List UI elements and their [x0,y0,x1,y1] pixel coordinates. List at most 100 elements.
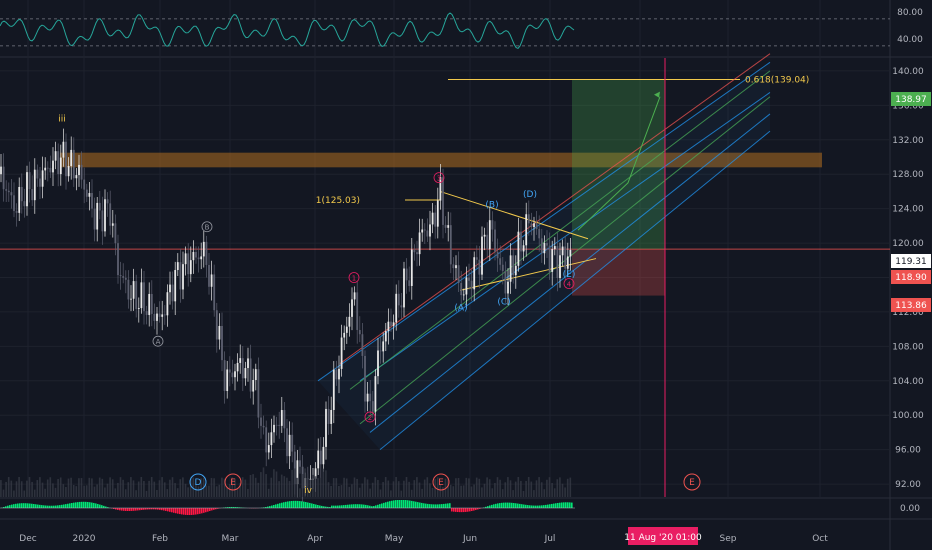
price-tick-label: 120.00 [892,239,924,249]
macd-bar [91,502,93,508]
candle-body [540,238,543,254]
price-badge-label: 138.97 [895,95,927,105]
candle-body [234,371,236,378]
macd-bar [407,500,409,508]
macd-bar [345,504,347,508]
candle-body [65,141,67,177]
macd-bar [201,508,203,514]
macd-bar [173,508,175,513]
candle-body [52,160,54,173]
volume-bar [101,478,104,497]
candle-body [405,268,408,281]
candle-body [171,284,174,302]
candles-layer[interactable] [0,128,572,503]
candle-body [252,379,255,392]
volume-bar [296,477,299,497]
macd-bar [403,500,405,508]
volume-bar [566,478,569,497]
candle-body [559,255,561,278]
candle-body [293,451,296,485]
volume-bar [109,477,111,497]
volume-bar [533,490,535,497]
wave-label: 1 [352,275,356,283]
candle-body [408,280,411,286]
volume-bar [356,478,358,497]
candle-body [62,141,65,158]
volume-bar [111,479,114,497]
macd-bar [367,505,369,508]
volume-bar [410,489,413,497]
macd-bar [331,505,333,508]
candle-body [158,313,161,317]
candle-body [322,446,325,465]
volume-bar [140,477,143,497]
macd-bar [301,501,303,508]
macd-bar [309,502,311,508]
macd-bar [97,503,99,508]
candle-body [403,268,405,308]
candle-body [494,229,496,252]
volume-bar [85,485,88,497]
macd-bar [487,506,489,508]
volume-bar [382,482,384,497]
volume-bar [343,477,345,497]
macd-bar [469,508,471,512]
macd-panel[interactable] [0,500,575,516]
volume-bar [364,477,366,497]
candle-body [106,199,109,204]
macd-bar [39,504,41,508]
candle-body [335,369,338,380]
macd-bar [167,508,169,512]
volume-bar [436,477,439,497]
macd-bar [531,505,533,508]
candle-body [530,223,533,228]
volume-bar [10,480,13,497]
volume-bar [512,490,514,497]
candle-body [499,258,502,265]
macd-bar [127,508,129,512]
candle-body [319,450,322,465]
candle-body [340,337,343,369]
rsi-panel[interactable] [0,12,890,50]
volume-bar [478,478,481,497]
macd-bar [461,508,463,513]
candle-body [501,264,504,271]
candle-body [33,169,36,201]
macd-bar [543,505,545,508]
candle-body [431,212,434,225]
candle-body [486,234,489,250]
macd-bar [267,506,269,508]
candle-body [260,417,262,426]
candle-body [54,151,57,161]
drawings-layer[interactable] [0,53,890,497]
candle-body [91,193,93,209]
volume-bar [283,476,286,497]
macd-bar [419,502,421,508]
volume-bar [124,489,127,497]
candle-body [49,167,52,173]
volume-bar [377,479,379,497]
macd-bar [443,503,445,508]
macd-bar [561,502,563,508]
time-tick-label: Oct [812,534,828,544]
volume-bar [257,482,260,497]
candle-body [374,376,377,412]
macd-bar [83,501,85,508]
macd-bar [325,506,327,508]
macd-bar [387,501,389,508]
macd-bar [35,504,37,508]
volume-bar [189,478,192,497]
macd-bar [29,503,31,508]
candle-body [314,468,317,479]
candle-body [343,332,346,338]
macd-bar [375,505,377,508]
candle-body [98,202,101,211]
candle-body [104,199,106,232]
volume-bar [403,480,405,497]
macd-bar [391,500,393,508]
volume-bar [348,486,351,497]
price-tick-label: 100.00 [892,411,924,421]
volume-bar [460,485,462,497]
candle-body [169,284,171,293]
